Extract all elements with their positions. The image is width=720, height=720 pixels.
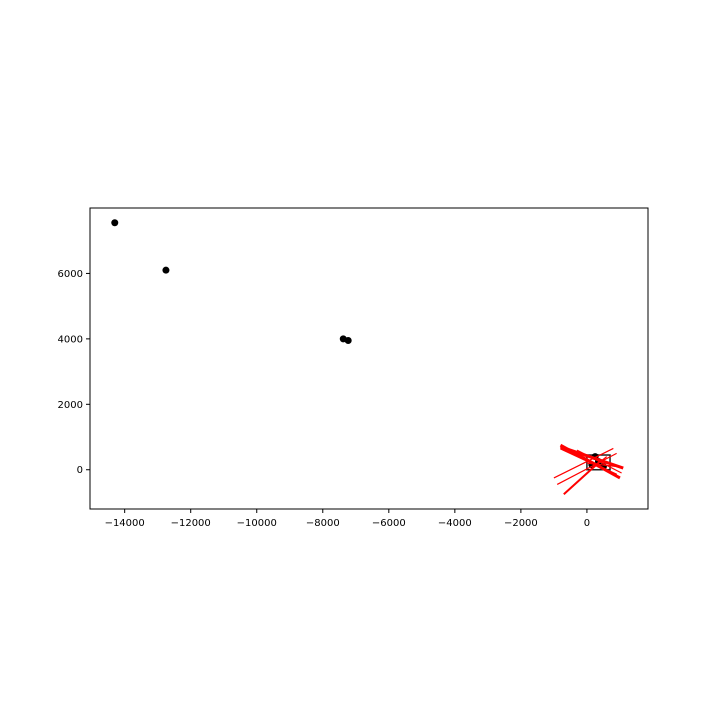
x-tick-label: −4000 [438, 518, 472, 529]
axes-frame [90, 208, 648, 509]
plot-area [111, 219, 623, 494]
x-tick-label: −10000 [237, 518, 277, 529]
y-tick-label: 0 [77, 465, 83, 476]
x-tick-label: −2000 [504, 518, 538, 529]
y-tick-label: 6000 [58, 269, 83, 280]
y-axis: 0 2000 4000 6000 [58, 269, 90, 476]
x-tick-label: 0 [584, 518, 590, 529]
x-tick-label: −12000 [171, 518, 211, 529]
x-tick-label: −14000 [105, 518, 145, 529]
data-point [162, 267, 169, 274]
x-tick-label: −8000 [306, 518, 340, 529]
x-tick-label: −6000 [372, 518, 406, 529]
y-tick-label: 2000 [58, 400, 83, 411]
data-point [345, 337, 352, 344]
x-axis: −14000 −12000 −10000 −8000 −6000 −4000 −2000 0 [105, 509, 591, 529]
y-tick-label: 4000 [58, 334, 83, 345]
data-point [111, 219, 118, 226]
